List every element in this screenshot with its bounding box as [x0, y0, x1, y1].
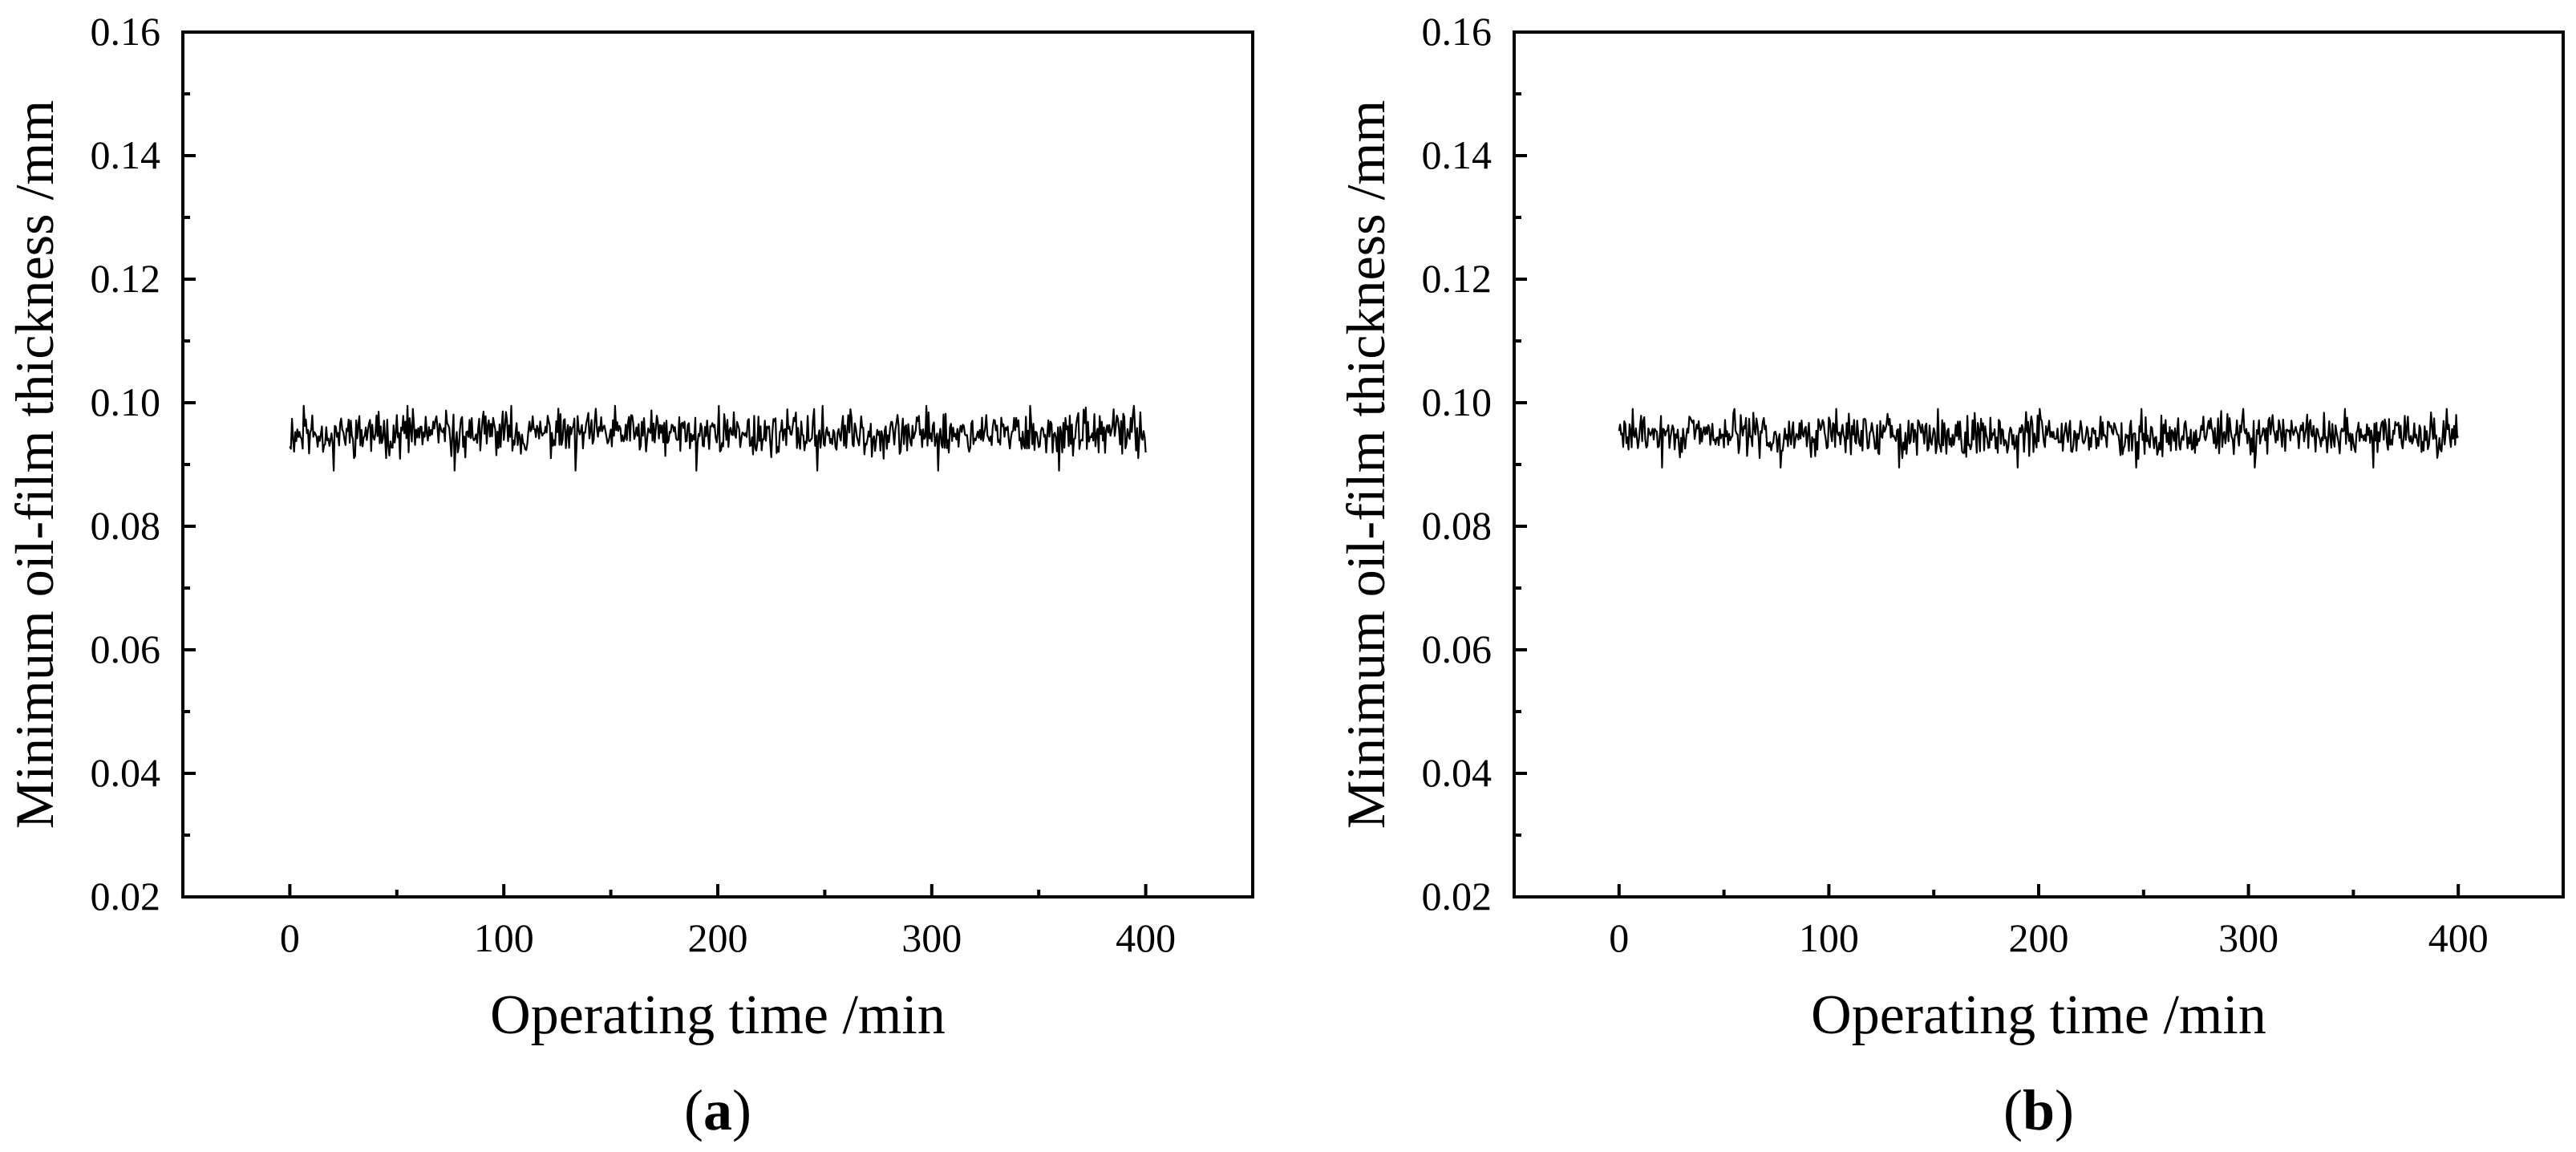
x-tick-label: 200: [688, 915, 748, 960]
y-axis-label: Minimum oil-film thickness /mm: [4, 100, 65, 830]
y-tick-label: 0.16: [1422, 9, 1493, 54]
x-axis-label: Operating time /min: [1811, 984, 2266, 1046]
x-axis-label: Operating time /min: [490, 984, 946, 1046]
x-tick-label: 200: [2009, 915, 2069, 960]
y-tick-label: 0.14: [1422, 132, 1493, 177]
y-tick-label: 0.06: [1422, 627, 1493, 671]
y-tick-label: 0.14: [91, 132, 161, 177]
y-tick-label: 0.04: [1422, 750, 1493, 795]
y-tick-label: 0.10: [1422, 379, 1493, 424]
series-line: [289, 404, 1147, 472]
chart-panel-a: 0.02 0.04 0.06 0.08 0.10 0.12 0.14 0.16 0 100 200 3…: [4, 9, 1254, 1142]
x-tick-label: 0: [280, 915, 300, 960]
x-tick-label: 300: [2218, 915, 2278, 960]
y-tick-label: 0.08: [1422, 503, 1493, 548]
y-tick-label: 0.12: [91, 256, 161, 301]
y-tick-label: 0.16: [91, 9, 161, 54]
plot-frame: [1513, 30, 2565, 898]
chart-panel-b: 0.02 0.04 0.06 0.08 0.10 0.12 0.14 0.16 0 100 200 3…: [1335, 9, 2565, 1142]
y-tick-label: 0.02: [1422, 874, 1493, 919]
x-tick-label: 100: [474, 915, 534, 960]
x-tick-label: 100: [1799, 915, 1859, 960]
x-tick-label: 300: [901, 915, 962, 960]
y-tick-label: 0.08: [91, 503, 161, 548]
series-line: [1618, 408, 2460, 469]
y-axis-label: Minimum oil-film thickness /mm: [1335, 100, 1396, 830]
y-tick-label: 0.12: [1422, 256, 1493, 301]
y-tick-label: 0.04: [91, 750, 161, 795]
plot-frame: [181, 30, 1254, 898]
x-tick-label: 400: [1116, 915, 1176, 960]
x-tick-label: 400: [2428, 915, 2489, 960]
x-tick-label: 0: [1609, 915, 1629, 960]
y-tick-label: 0.02: [91, 874, 161, 919]
panel-label: (a): [684, 1078, 751, 1142]
panel-label: (b): [2003, 1078, 2074, 1142]
y-tick-label: 0.10: [91, 379, 161, 424]
y-tick-label: 0.06: [91, 627, 161, 671]
